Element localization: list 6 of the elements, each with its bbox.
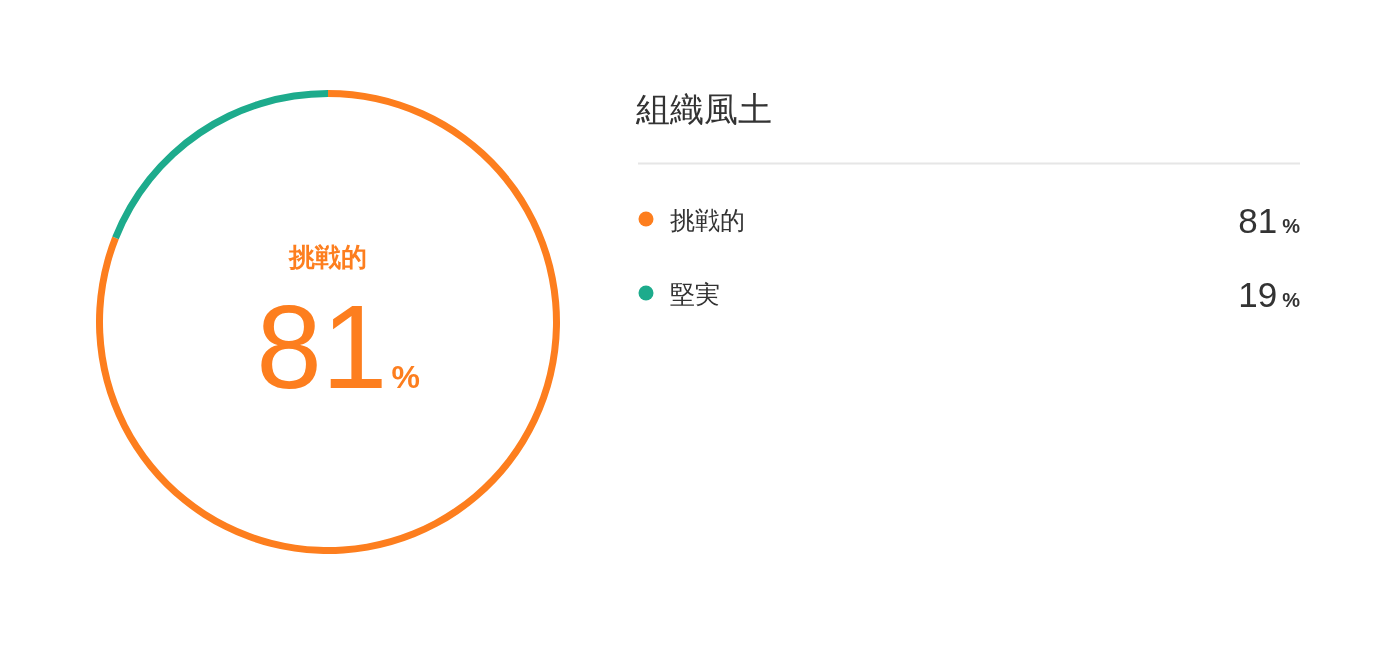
chart-title: 組織風土 [635,90,772,128]
plot: 挑戦的 81% [96,90,560,554]
legend-label: 堅実 [670,280,720,308]
legend-label: 挑戦的 [670,206,745,234]
data-label: 81% [1238,201,1301,240]
data-label: 19% [1238,275,1301,314]
